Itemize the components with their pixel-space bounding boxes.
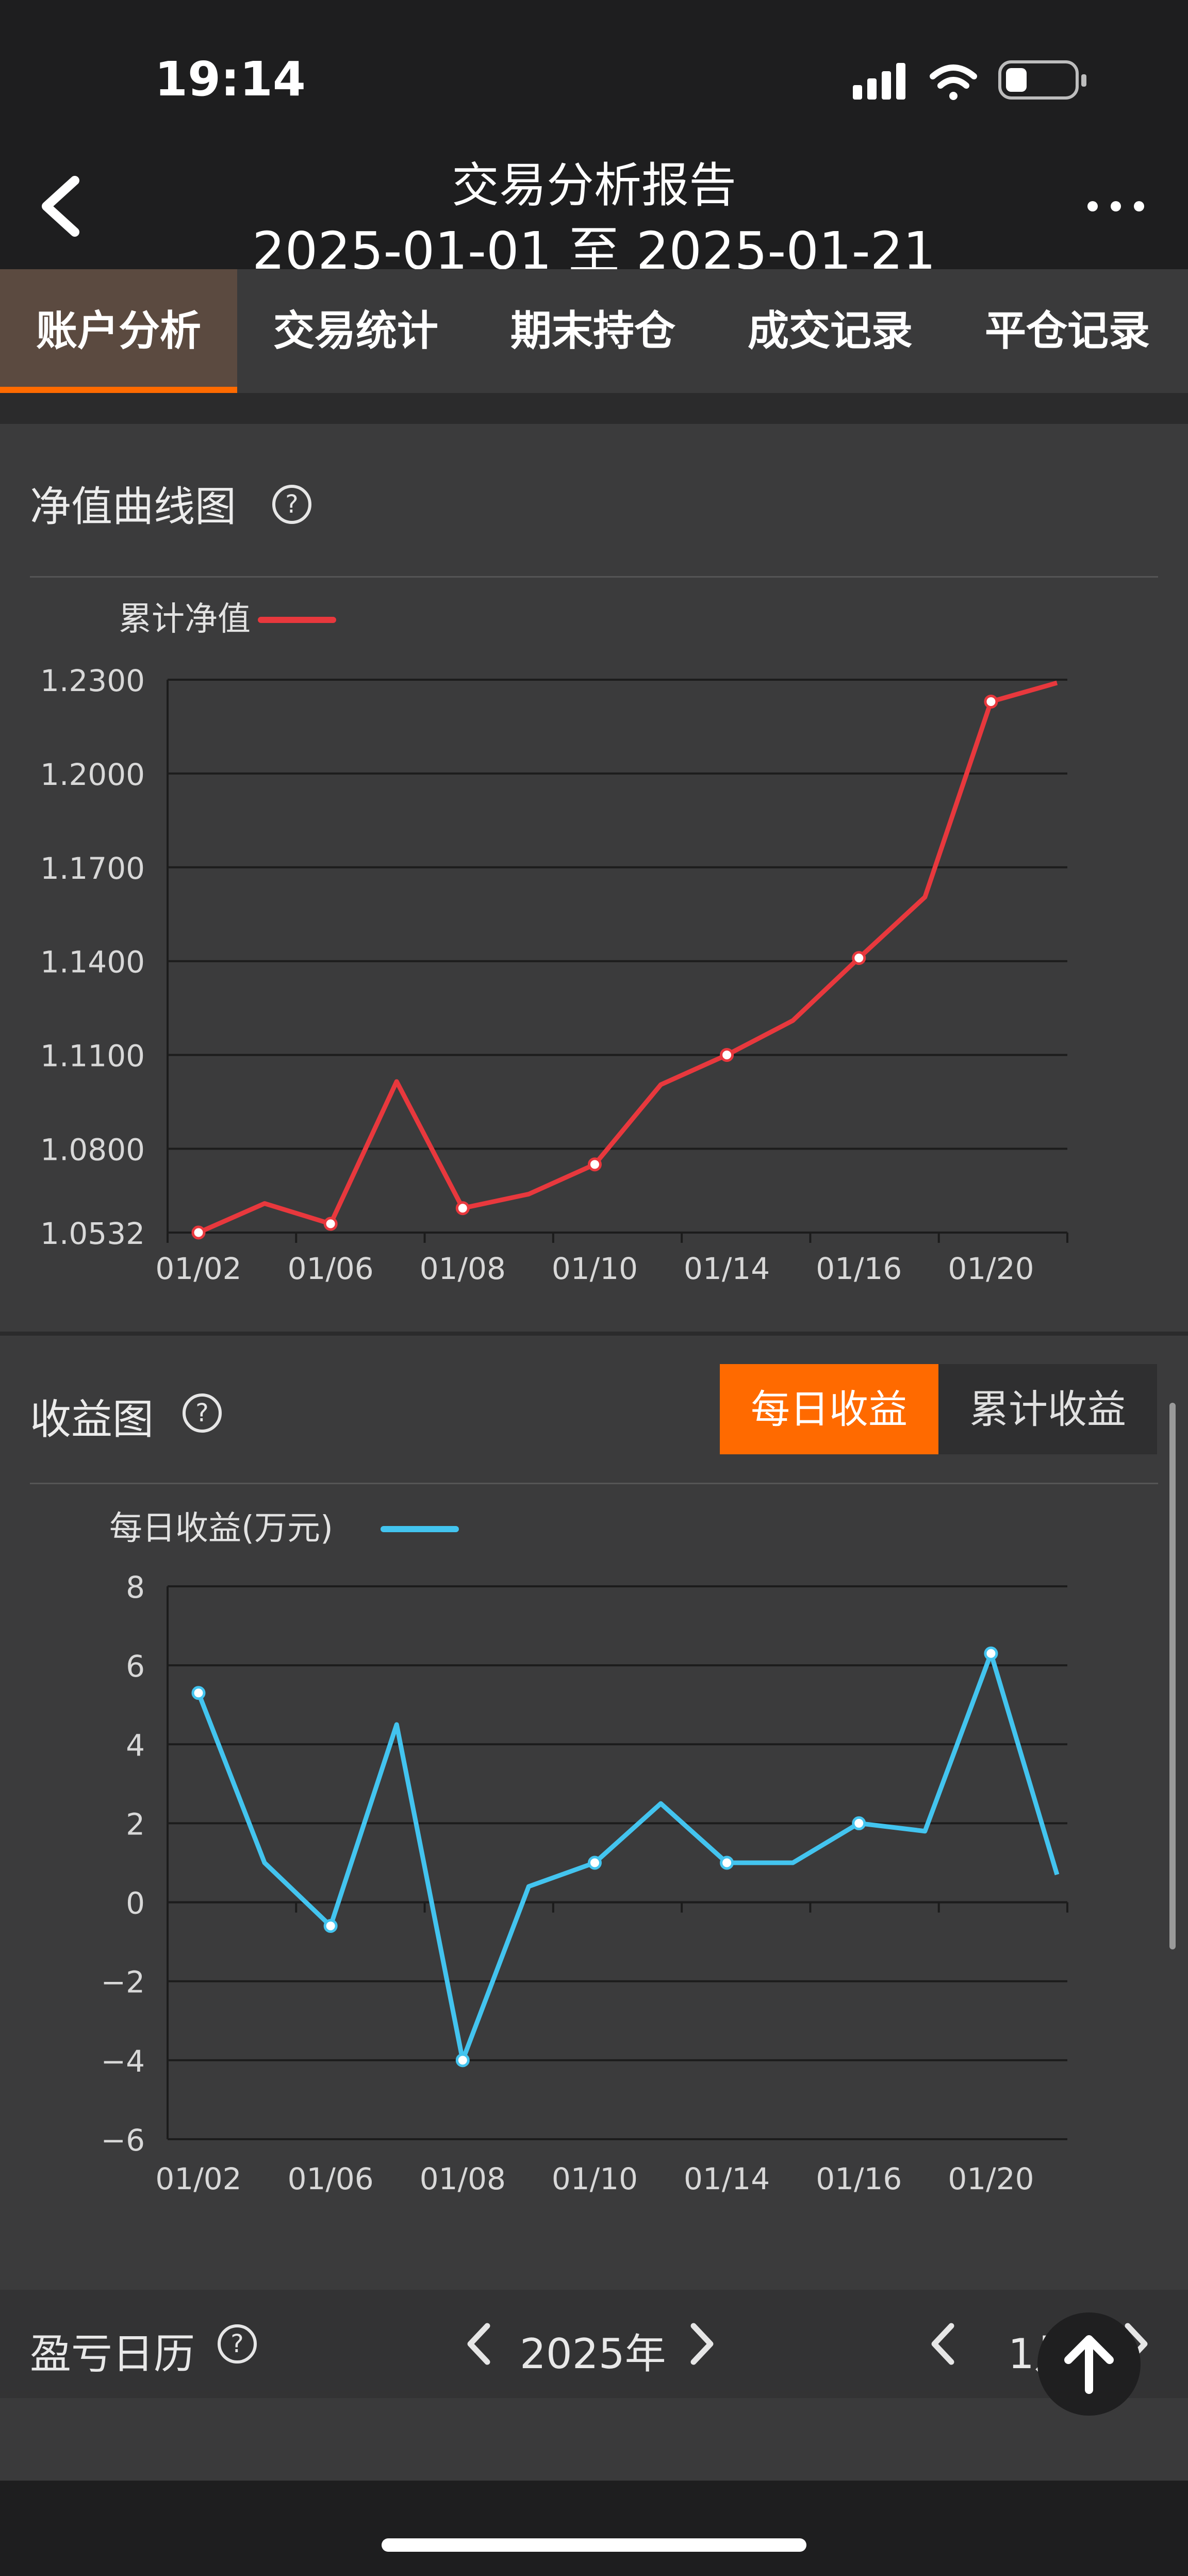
back-chevron-icon[interactable] <box>26 170 98 242</box>
calendar-year: 2025年 <box>520 2330 666 2378</box>
home-indicator-area <box>0 2481 1188 2576</box>
profit-section-title: 收益图 <box>30 1396 154 1443</box>
toggle-daily-profit[interactable]: 每日收益 <box>720 1364 938 1454</box>
prev-month-chevron-icon[interactable] <box>928 2321 959 2367</box>
y-tick-label: −2 <box>101 1965 145 2000</box>
y-tick-label: 1.0800 <box>40 1133 145 1168</box>
data-point <box>455 2053 470 2068</box>
y-tick-label: 1.1100 <box>40 1039 145 1074</box>
tab-closing-positions[interactable]: 期末持仓 <box>510 307 675 355</box>
profit-card <box>0 1336 1188 2290</box>
y-tick-label: 1.1700 <box>40 851 145 886</box>
prev-year-chevron-icon[interactable] <box>464 2321 495 2367</box>
y-tick-label: 1.0532 <box>40 1216 145 1251</box>
nav-chart: 累计净值 1.0532 1.0800 1.1100 1.1400 1.1700 1.2000… <box>40 600 1068 1286</box>
home-indicator[interactable] <box>382 2538 806 2552</box>
y-tick-label: 6 <box>126 1649 145 1684</box>
data-point <box>587 1157 602 1172</box>
toggle-cumulative-profit[interactable]: 累计收益 <box>938 1364 1157 1454</box>
signal-icon <box>853 63 905 100</box>
y-tick-label: 1.2300 <box>40 663 145 698</box>
divider <box>30 576 1158 578</box>
x-tick-label: 01/08 <box>420 2161 506 2196</box>
tab-trade-stats[interactable]: 交易统计 <box>273 307 438 355</box>
data-point <box>191 1686 206 1700</box>
x-tick-label: 01/16 <box>816 1251 902 1286</box>
arrow-up-icon <box>1064 2335 1114 2394</box>
x-tick-label: 01/08 <box>420 1251 506 1286</box>
x-tick-label: 01/06 <box>288 1251 374 1286</box>
legend-label: 每日收益(万元) <box>109 1509 333 1548</box>
data-point <box>720 1048 734 1062</box>
tab-account-analysis[interactable]: 账户分析 <box>0 269 237 393</box>
x-tick-label: 01/02 <box>155 1251 241 1286</box>
y-tick-label: 1.2000 <box>40 757 145 792</box>
x-tick-label: 01/10 <box>552 2161 638 2196</box>
calendar-header <box>0 2290 1188 2398</box>
divider <box>30 1483 1158 1484</box>
y-tick-label: 4 <box>126 1728 145 1763</box>
tab-closed-trades[interactable]: 平仓记录 <box>985 307 1150 355</box>
svg-text:?: ? <box>230 2329 243 2358</box>
y-tick-label: 0 <box>126 1886 145 1921</box>
x-tick-label: 01/06 <box>288 2161 374 2196</box>
wifi-icon <box>930 64 977 100</box>
data-point <box>191 1225 206 1240</box>
help-icon[interactable]: ? <box>217 2323 258 2365</box>
nav-curve-card <box>0 424 1188 1332</box>
status-icons <box>853 60 1086 100</box>
y-tick-label: 1.1400 <box>40 945 145 980</box>
battery-icon <box>998 60 1086 100</box>
data-point <box>323 1217 338 1231</box>
x-tick-label: 01/20 <box>948 2161 1034 2196</box>
page-title: 交易分析报告 <box>451 158 736 213</box>
y-tick-label: −4 <box>101 2044 145 2079</box>
scroll-to-top-button[interactable] <box>1037 2312 1141 2416</box>
scrollbar[interactable] <box>1169 1403 1176 1949</box>
more-icon[interactable] <box>1085 193 1147 219</box>
x-tick-label: 01/16 <box>816 2161 902 2196</box>
x-tick-label: 01/02 <box>155 2161 241 2196</box>
y-tick-label: −6 <box>101 2123 145 2158</box>
calendar-title: 盈亏日历 <box>30 2330 195 2378</box>
x-tick-label: 01/14 <box>684 2161 770 2196</box>
help-icon[interactable]: ? <box>271 484 312 525</box>
svg-text:?: ? <box>285 490 298 519</box>
app-header: 19:14 交易分析报告 2025-01-01 至 2025-01-21 <box>0 0 1188 281</box>
help-icon[interactable]: ? <box>182 1392 223 1434</box>
data-point <box>455 1201 470 1216</box>
data-point <box>984 1646 998 1661</box>
y-tick-label: 8 <box>126 1570 145 1605</box>
series-line <box>197 680 1058 1235</box>
data-point <box>720 1856 734 1870</box>
data-point <box>852 1816 866 1830</box>
tab-fills[interactable]: 成交记录 <box>748 307 913 355</box>
profit-chart: 每日收益(万元) 8 6 4 2 0 −2 −4 −6 01/02 01/06 01/08 01/10 0… <box>101 1509 1068 2196</box>
data-point <box>852 951 866 965</box>
x-tick-label: 01/10 <box>552 1251 638 1286</box>
status-time: 19:14 <box>155 52 306 107</box>
data-point <box>587 1856 602 1870</box>
series-line <box>196 1651 1060 2063</box>
data-point <box>323 1919 338 1933</box>
x-tick-label: 01/14 <box>684 1251 770 1286</box>
legend-label: 累计净值 <box>119 600 251 638</box>
next-year-chevron-icon[interactable] <box>686 2321 717 2367</box>
x-tick-label: 01/20 <box>948 1251 1034 1286</box>
nav-section-title: 净值曲线图 <box>30 483 236 531</box>
svg-text:?: ? <box>195 1399 208 1428</box>
y-tick-label: 2 <box>126 1807 145 1842</box>
data-point <box>984 694 998 709</box>
tab-bar: 账户分析 交易统计 期末持仓 成交记录 平仓记录 <box>0 269 1188 393</box>
